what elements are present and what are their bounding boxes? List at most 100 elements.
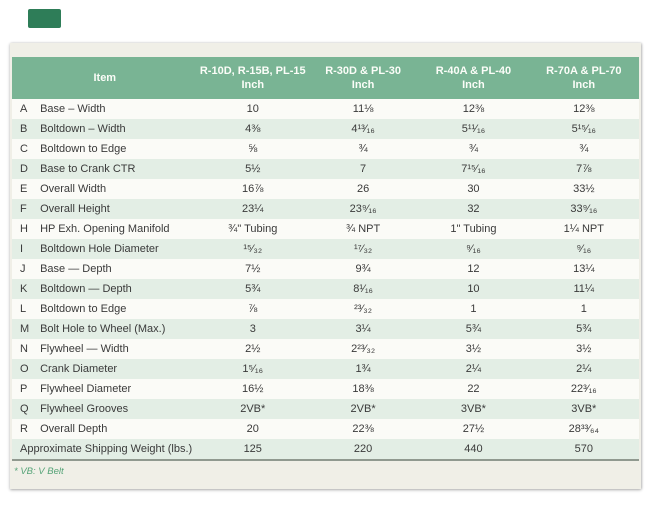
row-value-cell: 2VB* bbox=[350, 403, 376, 415]
row-value-cell: ¹⁷⁄₃₂ bbox=[353, 243, 373, 255]
row-value-cell: 27½ bbox=[462, 423, 485, 435]
shipping-weight-value: 570 bbox=[574, 443, 593, 455]
row-value-cell: ⁹⁄₁₆ bbox=[466, 243, 481, 255]
row-item-label: Bolt Hole to Wheel (Max.) bbox=[40, 323, 166, 335]
row-value-cell: 9¾ bbox=[355, 263, 371, 275]
row-letter: N bbox=[20, 343, 28, 355]
row-value-cell: 33⁹⁄₁₆ bbox=[570, 203, 598, 215]
row-value-cell: ¾ bbox=[468, 143, 479, 155]
table-header-row: Item R-10D, R-15B, PL-15 Inch R-30D & PL… bbox=[12, 57, 639, 99]
row-value-cell: 22 bbox=[467, 383, 480, 395]
row-letter: A bbox=[20, 103, 28, 115]
row-item-label: Overall Depth bbox=[40, 423, 108, 435]
row-value-cell: 7¹⁵⁄₁₆ bbox=[461, 163, 486, 175]
row-value-cell: ⅞ bbox=[248, 303, 258, 315]
row-value-cell: 11¼ bbox=[573, 283, 595, 295]
column-header-model-4: R-70A & PL-70 Inch bbox=[528, 57, 639, 99]
row-letter: M bbox=[20, 323, 30, 335]
row-item-label: Base — Depth bbox=[40, 263, 112, 275]
row-item-label: Flywheel Grooves bbox=[40, 403, 129, 415]
row-item-label: Boltdown – Width bbox=[40, 123, 126, 135]
row-value-cell: 26 bbox=[356, 183, 370, 195]
row-letter: O bbox=[20, 363, 29, 375]
row-letter: I bbox=[20, 243, 24, 255]
row-value-cell: ¾ bbox=[358, 143, 368, 155]
row-value-cell: 5¾ bbox=[576, 323, 592, 335]
table-body: A Base – Width 10 11⅛ 12⅜ 12⅜ B Boltdown – Widt… bbox=[12, 99, 639, 460]
row-value-cell: 5¾ bbox=[465, 323, 482, 335]
row-value-cell: 12 bbox=[467, 263, 480, 275]
table-row: F Overall Height 23¼ 23⁹⁄₁₆ 32 33⁹⁄₁₆ bbox=[12, 199, 639, 219]
row-value-cell: 5¾ bbox=[245, 283, 261, 295]
row-value-cell: 3VB* bbox=[460, 403, 486, 415]
row-value-cell: ¾" Tubing bbox=[228, 223, 278, 235]
column-header-item: Item bbox=[12, 57, 198, 99]
row-value-cell: 18⅜ bbox=[352, 383, 374, 395]
row-value-cell: 10 bbox=[467, 283, 480, 295]
row-letter: C bbox=[20, 143, 28, 155]
row-item-label: Overall Height bbox=[40, 203, 110, 215]
row-value-cell: 1¾ bbox=[355, 363, 371, 375]
row-value-cell: 5¹¹⁄₁₆ bbox=[461, 123, 486, 135]
row-value-cell: 1" Tubing bbox=[450, 223, 497, 235]
row-value-cell: 10 bbox=[246, 103, 259, 115]
row-value-cell: 16½ bbox=[242, 383, 264, 395]
row-value-cell: 23¼ bbox=[242, 203, 264, 215]
row-value-cell: 4¹³⁄₁₆ bbox=[351, 123, 375, 135]
row-value-cell: 5¹⁵⁄₁₆ bbox=[571, 123, 596, 135]
row-value-cell: 33½ bbox=[573, 183, 595, 195]
table-row: A Base – Width 10 11⅛ 12⅜ 12⅜ bbox=[12, 99, 639, 119]
row-value-cell: 1 bbox=[580, 303, 587, 315]
row-item-label: Boltdown to Edge bbox=[40, 143, 127, 155]
table-row: I Boltdown Hole Diameter ¹⁵⁄₃₂ ¹⁷⁄₃₂ ⁹⁄₁₆ ⁹⁄₁… bbox=[12, 239, 639, 259]
row-letter: E bbox=[20, 183, 28, 195]
table-row: J Base — Depth 7½ 9¾ 12 13¼ bbox=[12, 259, 639, 279]
table-row: L Boltdown to Edge ⅞ ²³⁄₃₂ 1 1 bbox=[12, 299, 639, 319]
row-letter: J bbox=[20, 263, 26, 275]
row-value-cell: 5½ bbox=[245, 163, 261, 175]
row-value-cell: 2¼ bbox=[576, 363, 592, 375]
table-row: Q Flywheel Grooves 2VB* 2VB* 3VB* 3VB* bbox=[12, 399, 639, 419]
row-value-cell: 1 bbox=[470, 303, 477, 315]
row-item-label: Flywheel Diameter bbox=[40, 383, 132, 395]
row-value-cell: 2²³⁄₃₂ bbox=[351, 343, 376, 355]
row-value-cell: 2¼ bbox=[465, 363, 482, 375]
row-item-label: Base – Width bbox=[40, 103, 106, 115]
row-item-label: Boltdown — Depth bbox=[40, 283, 132, 295]
shipping-weight-label: Approximate Shipping Weight (lbs.) bbox=[20, 443, 193, 455]
row-letter: K bbox=[20, 283, 28, 295]
row-value-cell: 16⅞ bbox=[242, 183, 264, 195]
table-row: R Overall Depth 20 22⅜ 27½ 28³³⁄₆₄ bbox=[12, 419, 639, 439]
row-value-cell: 12⅜ bbox=[462, 103, 485, 115]
row-value-cell: 23⁹⁄₁₆ bbox=[349, 203, 377, 215]
row-value-cell: ¹⁵⁄₃₂ bbox=[243, 243, 263, 255]
row-letter: D bbox=[20, 163, 28, 175]
row-letter: P bbox=[20, 383, 28, 395]
row-value-cell: ⅝ bbox=[248, 143, 258, 155]
row-letter: F bbox=[20, 203, 27, 215]
row-item-label: Boltdown Hole Diameter bbox=[40, 243, 159, 255]
table-row: E Overall Width 16⅞ 26 30 33½ bbox=[12, 179, 639, 199]
row-value-cell: 3¼ bbox=[355, 323, 371, 335]
vbelt-footnote: * VB: V Belt bbox=[14, 466, 64, 477]
row-value-cell: 1⁵⁄₁₆ bbox=[242, 363, 264, 375]
row-item-label: Flywheel — Width bbox=[40, 343, 129, 355]
row-item-label: Boltdown to Edge bbox=[40, 303, 127, 315]
row-value-cell: 3½ bbox=[465, 343, 482, 355]
row-value-cell: 22³⁄₁₆ bbox=[570, 383, 597, 395]
table-row: K Boltdown — Depth 5¾ 8¹⁄₁₆ 10 11¼ bbox=[12, 279, 639, 299]
row-value-cell: 3 bbox=[249, 323, 256, 335]
row-value-cell: 30 bbox=[467, 183, 480, 195]
row-value-cell: ⁹⁄₁₆ bbox=[576, 243, 592, 255]
column-header-model-1: R-10D, R-15B, PL-15 Inch bbox=[197, 57, 308, 99]
row-value-cell: 20 bbox=[246, 423, 259, 435]
table-row: H HP Exh. Opening Manifold ¾" Tubing ¾ NPT 1… bbox=[12, 219, 639, 239]
row-value-cell: 8¹⁄₁₆ bbox=[353, 283, 373, 295]
logo-mark bbox=[28, 9, 61, 28]
row-value-cell: ²³⁄₃₂ bbox=[354, 303, 373, 315]
shipping-weight-row: Approximate Shipping Weight (lbs.) 125 220… bbox=[12, 439, 639, 460]
row-value-cell: 32 bbox=[467, 203, 480, 215]
shipping-weight-value: 220 bbox=[353, 443, 373, 455]
row-letter: B bbox=[20, 123, 28, 135]
row-item-label: Base to Crank CTR bbox=[40, 163, 136, 175]
